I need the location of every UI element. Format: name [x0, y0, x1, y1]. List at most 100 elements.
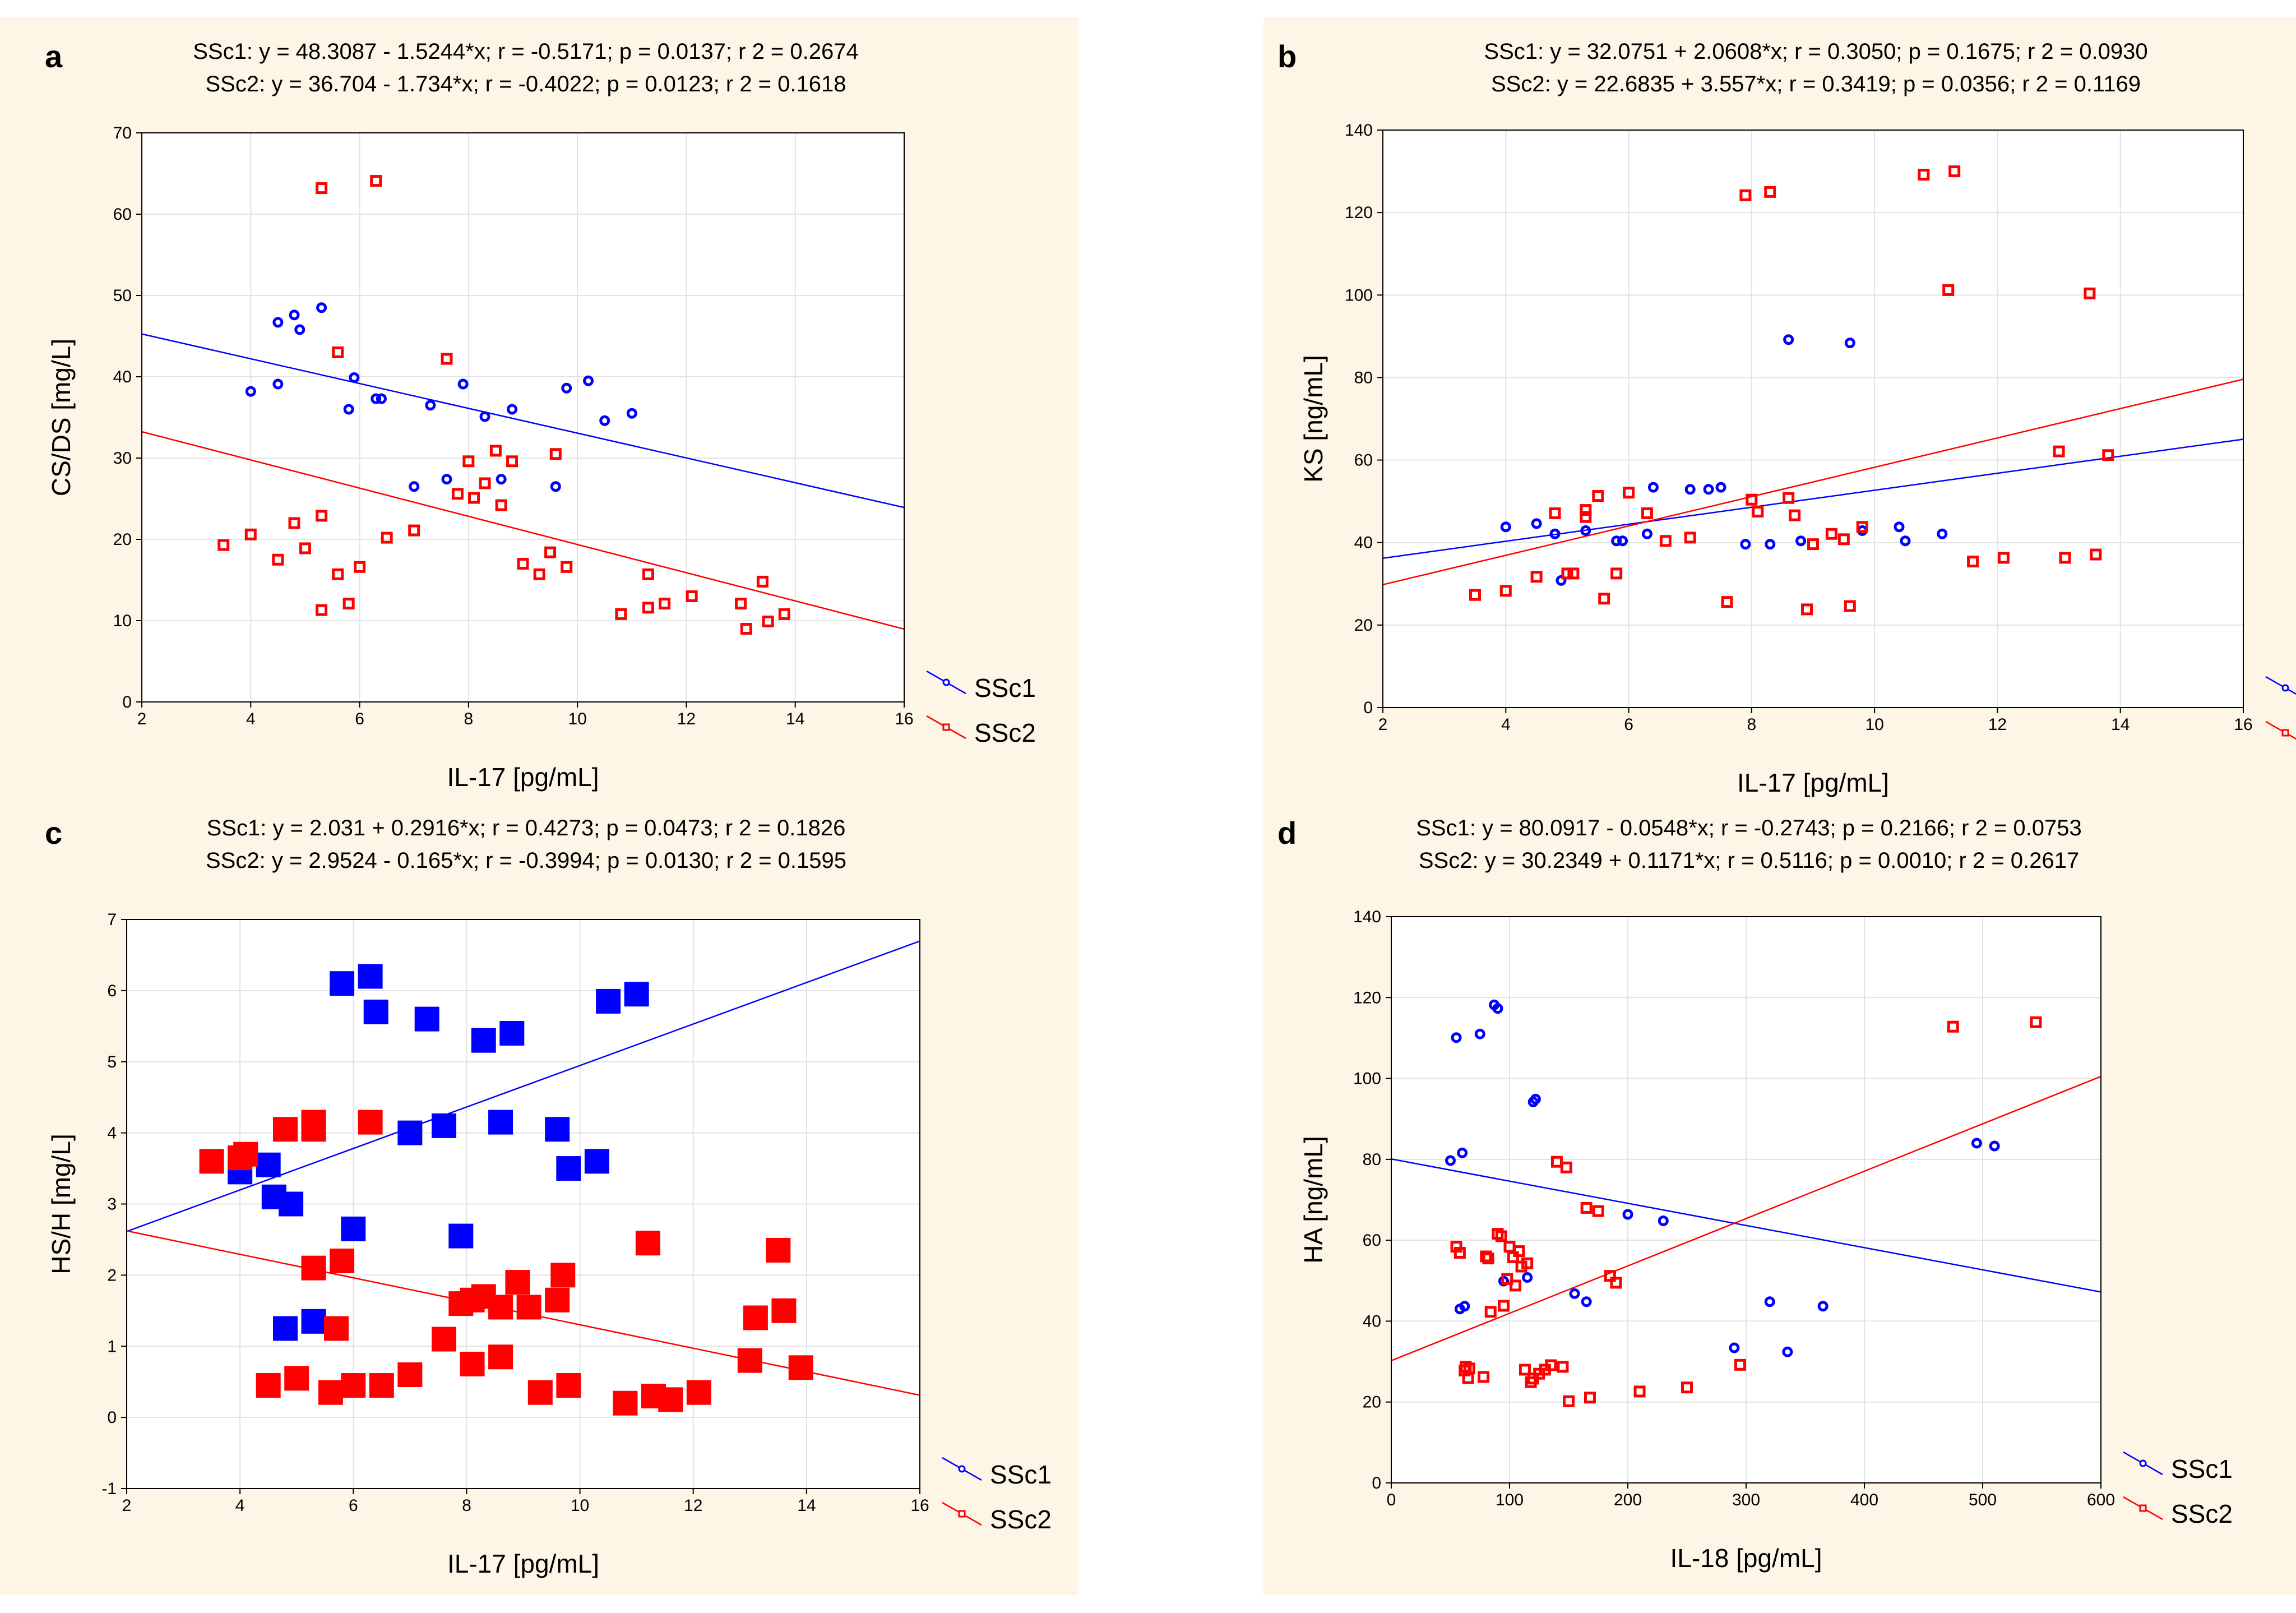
panel-letter: b [1277, 39, 1297, 74]
point-ssc1 [1764, 1296, 1775, 1307]
point-ssc2 [756, 575, 769, 588]
point-ssc2 [199, 1149, 224, 1174]
point-ssc2 [771, 1298, 797, 1323]
point-ssc2 [516, 1295, 541, 1320]
x-tick-label: 600 [2087, 1491, 2115, 1509]
y-tick-label: 0 [1363, 699, 1373, 717]
point-ssc1 [1617, 535, 1628, 547]
point-ssc1 [273, 1316, 298, 1341]
point-ssc2 [358, 1110, 383, 1135]
point-ssc2 [1997, 552, 2010, 564]
point-ssc1 [1782, 1346, 1793, 1357]
point-ssc1 [499, 1021, 525, 1046]
x-tick-label: 14 [2111, 715, 2130, 734]
point-ssc2 [2053, 445, 2065, 457]
fit-line-ssc1 [142, 333, 904, 509]
point-ssc2 [1633, 1385, 1646, 1398]
point-ssc2 [2059, 552, 2071, 564]
point-ssc2 [1549, 507, 1561, 519]
point-ssc2 [1484, 1306, 1497, 1318]
point-ssc2 [1545, 1359, 1557, 1371]
point-ssc1 [1937, 528, 1948, 539]
plot-area [142, 133, 904, 702]
point-ssc2 [397, 1362, 423, 1387]
x-tick-label: 16 [895, 710, 913, 728]
x-tick-label: 2 [137, 710, 147, 728]
y-tick-label: 100 [1345, 286, 1373, 304]
point-ssc2 [301, 1110, 326, 1135]
y-axis-label: HA [ng/mL] [1299, 1136, 1328, 1264]
point-ssc1 [1703, 484, 1714, 495]
chart-a: 2 4 6 8 10 12 14 16 0 10 20 30 40 50 60 70 a SSc1: y = 48… [0, 17, 1078, 799]
point-ssc2 [441, 353, 453, 365]
point-ssc2 [642, 602, 654, 614]
equation-2: SSc2: y = 2.9524 - 0.165*x; r = -0.3994;… [206, 848, 846, 873]
point-ssc2 [316, 182, 328, 195]
point-ssc2 [1510, 1279, 1522, 1292]
point-ssc2 [1592, 490, 1604, 502]
point-ssc2 [1721, 596, 1733, 608]
point-ssc2 [1519, 1364, 1531, 1376]
point-ssc2 [1557, 1361, 1569, 1373]
point-ssc2 [778, 608, 790, 620]
x-tick-label: 8 [464, 710, 474, 728]
point-ssc2 [1746, 493, 1758, 506]
point-ssc2 [1623, 487, 1635, 499]
point-ssc2 [1604, 1270, 1616, 1282]
point-ssc2 [743, 1305, 768, 1330]
point-ssc1 [556, 1156, 581, 1181]
x-tick-label: 12 [677, 710, 696, 728]
point-ssc2 [1584, 1392, 1596, 1404]
point-ssc2 [1844, 600, 1856, 612]
point-ssc1 [1474, 1028, 1485, 1039]
point-ssc1 [363, 999, 388, 1024]
point-ssc2 [2090, 548, 2102, 561]
point-ssc1 [432, 1113, 456, 1138]
point-ssc2 [659, 598, 671, 610]
point-ssc2 [495, 499, 507, 511]
y-tick-label: 0 [1372, 1474, 1381, 1492]
equation-2: SSc2: y = 30.2349 + 0.1171*x; r = 0.5116… [1419, 848, 2079, 873]
point-ssc2 [1580, 511, 1592, 523]
y-tick-label: 10 [113, 612, 132, 630]
x-tick-label: 16 [2234, 715, 2252, 734]
point-ssc1 [626, 408, 637, 419]
point-ssc2 [432, 1327, 456, 1352]
legend-label-ssc1: SSc1 [974, 673, 1036, 702]
point-ssc1 [457, 378, 469, 390]
point-ssc2 [299, 542, 311, 554]
x-tick-label: 2 [1378, 715, 1388, 734]
point-ssc2 [737, 1348, 762, 1373]
equation-2: SSc2: y = 36.704 - 1.734*x; r = -0.4022;… [205, 72, 846, 96]
point-ssc1 [507, 404, 518, 415]
point-ssc2 [561, 561, 573, 573]
equation-1: SSc1: y = 32.0751 + 2.0608*x; r = 0.3050… [1484, 39, 2147, 64]
point-ssc1 [1894, 521, 1905, 533]
point-ssc2 [506, 455, 519, 468]
x-tick-label: 12 [1988, 715, 2007, 734]
point-ssc2 [462, 455, 475, 468]
point-ssc1 [341, 1216, 366, 1241]
point-ssc2 [1837, 533, 1850, 546]
point-ssc2 [1739, 189, 1752, 201]
point-ssc1 [1900, 535, 1911, 547]
point-ssc1 [272, 317, 284, 328]
x-tick-label: 400 [1850, 1491, 1878, 1509]
legend-label-ssc2: SSc2 [974, 718, 1036, 747]
legend-marker-ssc2 [942, 723, 950, 731]
point-ssc2 [2030, 1016, 2042, 1028]
point-ssc2 [545, 1287, 570, 1312]
point-ssc2 [1513, 1245, 1525, 1258]
panel-letter: d [1277, 815, 1297, 851]
y-tick-label: 0 [107, 1408, 117, 1427]
x-tick-label: 10 [568, 710, 586, 728]
point-ssc2 [1469, 589, 1481, 601]
plot-area [1383, 130, 2243, 708]
point-ssc2 [273, 1117, 298, 1142]
point-ssc2 [613, 1390, 638, 1416]
point-ssc2 [284, 1366, 309, 1391]
x-tick-label: 4 [246, 710, 256, 728]
point-ssc1 [1715, 482, 1726, 493]
point-ssc2 [323, 1316, 349, 1341]
x-tick-label: 8 [462, 1496, 471, 1515]
